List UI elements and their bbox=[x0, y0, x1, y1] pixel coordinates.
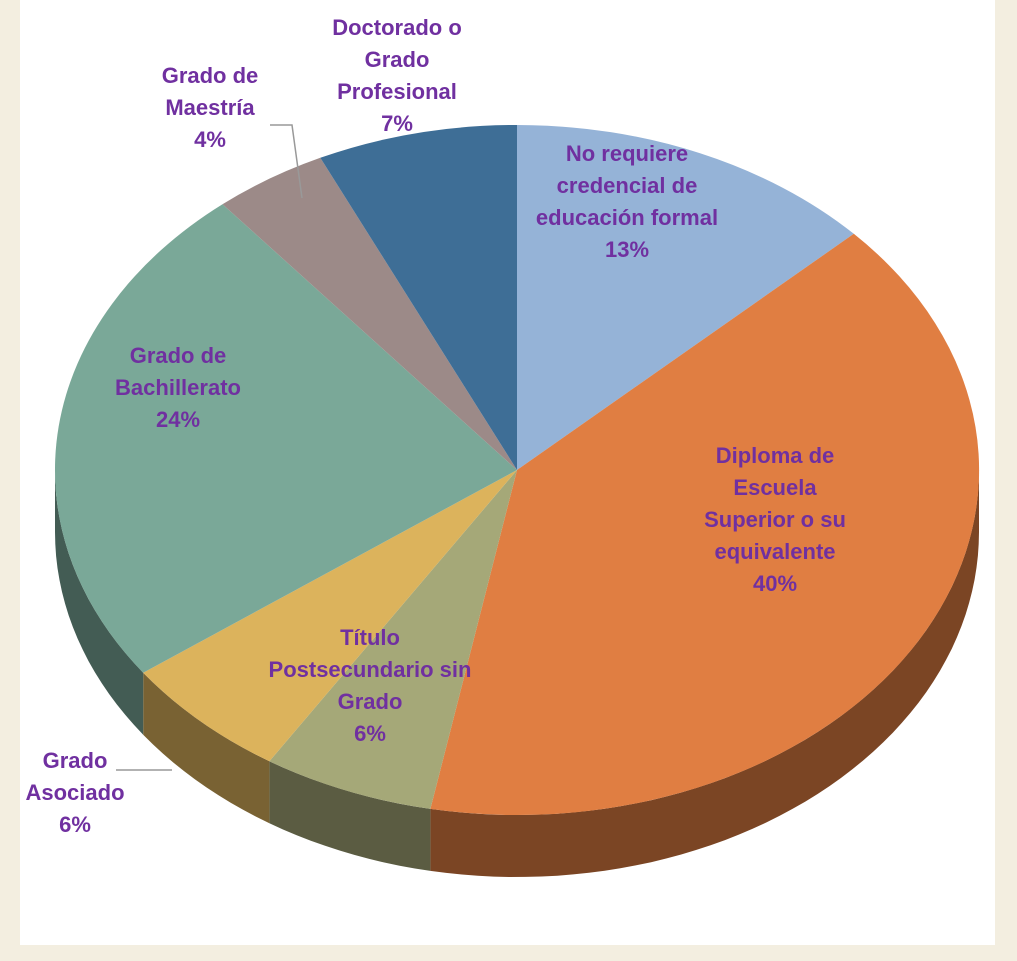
slice bbox=[54, 204, 517, 673]
value-label: 13% bbox=[604, 237, 650, 262]
slice-side bbox=[269, 761, 431, 871]
category-label: Grado de Maestría bbox=[161, 63, 259, 120]
category-label: Diploma de Escuela Superior o su equival… bbox=[704, 443, 846, 564]
slice-label: Doctorado o Grado Profesional 7% bbox=[310, 12, 485, 140]
slice-side bbox=[55, 470, 144, 735]
value-label: 40% bbox=[752, 571, 798, 596]
slice-label: Título Postsecundario sin Grado 6% bbox=[263, 622, 478, 750]
slice bbox=[517, 124, 854, 470]
slice-side bbox=[430, 470, 979, 877]
value-label: 4% bbox=[194, 127, 226, 152]
slice-label: Diploma de Escuela Superior o su equival… bbox=[688, 440, 863, 600]
value-label: 24% bbox=[155, 407, 201, 432]
slice bbox=[269, 470, 517, 809]
category-label: No requiere credencial de educación form… bbox=[535, 141, 719, 230]
slice bbox=[143, 470, 517, 762]
category-label: Grado de Bachillerato bbox=[115, 343, 241, 400]
leader-line bbox=[270, 124, 303, 199]
slice bbox=[222, 157, 517, 471]
slice-label: No requiere credencial de educación form… bbox=[532, 138, 722, 266]
slice bbox=[430, 233, 980, 816]
slice-label: Grado de Maestría 4% bbox=[143, 60, 278, 156]
value-label: 6% bbox=[59, 812, 91, 837]
slice-label: Grado de Bachillerato 24% bbox=[101, 340, 256, 436]
slice-side bbox=[143, 672, 270, 824]
slice-label: Grado Asociado 6% bbox=[18, 745, 133, 841]
slice bbox=[320, 125, 517, 470]
category-label: Grado Asociado bbox=[25, 748, 125, 805]
value-label: 6% bbox=[354, 721, 386, 746]
category-label: Doctorado o Grado Profesional bbox=[332, 15, 462, 104]
value-label: 7% bbox=[381, 111, 413, 136]
category-label: Título Postsecundario sin Grado bbox=[268, 625, 472, 714]
